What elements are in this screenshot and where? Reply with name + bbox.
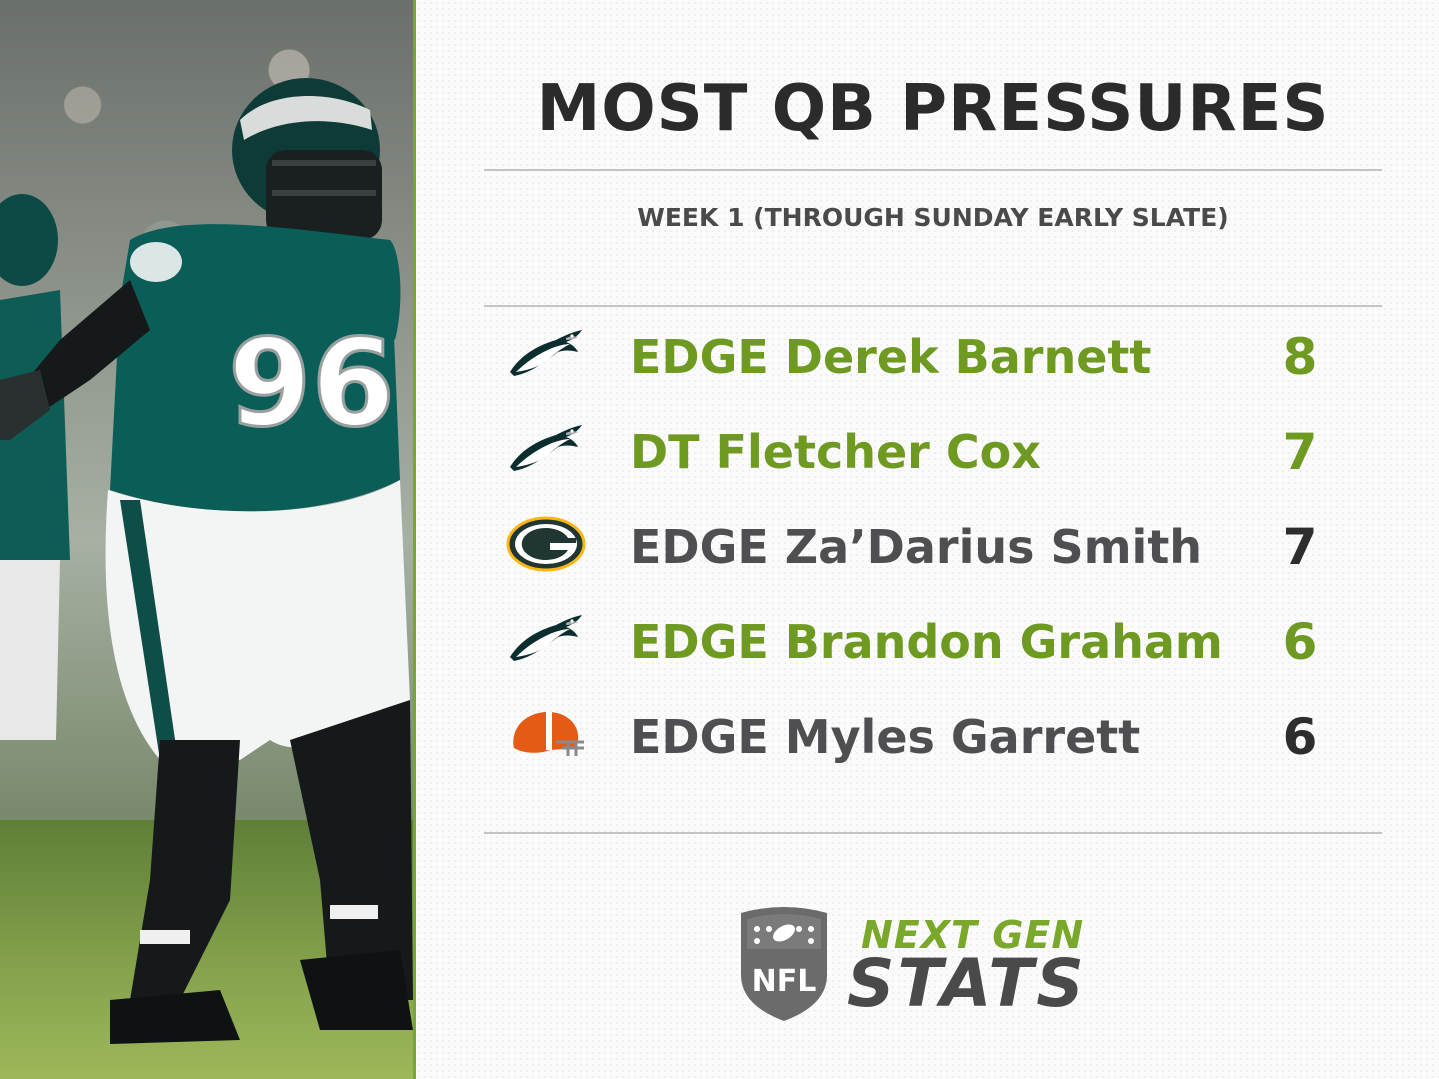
player-name: EDGE Brandon Graham: [630, 615, 1223, 669]
player-name: EDGE Derek Barnett: [630, 330, 1152, 384]
pressure-count: 7: [1282, 423, 1318, 481]
accent-divider: [413, 0, 416, 1079]
brand-line2: STATS: [847, 945, 1087, 1022]
leader-row: EDGE Za’Darius Smith 7: [484, 500, 1382, 590]
pressure-count: 6: [1282, 613, 1318, 671]
eagles-logo-icon: [510, 615, 582, 661]
player-name: EDGE Myles Garrett: [630, 710, 1141, 764]
player-name: EDGE Za’Darius Smith: [630, 520, 1203, 574]
content-panel: [416, 0, 1439, 1079]
player-photo: 96: [0, 0, 413, 1079]
leader-row: DT Fletcher Cox 7: [484, 405, 1382, 495]
leader-row: EDGE Myles Garrett 6: [484, 690, 1382, 780]
player-figure: 96: [0, 78, 413, 1044]
list-bottom-rule: [484, 832, 1382, 834]
title-rule: [484, 169, 1382, 171]
packers-logo-icon: [506, 516, 586, 572]
eagles-logo-icon: [510, 425, 582, 471]
eagles-logo-icon: [510, 330, 582, 376]
player-name: DT Fletcher Cox: [630, 425, 1041, 479]
brand-line1: NEXT GEN: [861, 913, 1085, 957]
jersey-number: 96: [228, 315, 395, 454]
pressure-count: 6: [1282, 708, 1318, 766]
list-top-rule: [484, 305, 1382, 307]
nfl-shield-icon: NFL: [741, 907, 827, 1021]
leader-row: EDGE Brandon Graham 6: [484, 595, 1382, 685]
leader-row: EDGE Derek Barnett 8: [484, 310, 1382, 400]
shield-text: NFL: [752, 964, 817, 999]
browns-helmet-icon: [513, 712, 584, 756]
subtitle: WEEK 1 (THROUGH SUNDAY EARLY SLATE): [637, 203, 1229, 232]
page-title: MOST QB PRESSURES: [536, 72, 1330, 146]
pressure-count: 8: [1282, 328, 1318, 386]
pressure-count: 7: [1282, 518, 1318, 576]
next-gen-stats-logo: NFL NEXT GEN STATS: [737, 905, 1137, 1025]
